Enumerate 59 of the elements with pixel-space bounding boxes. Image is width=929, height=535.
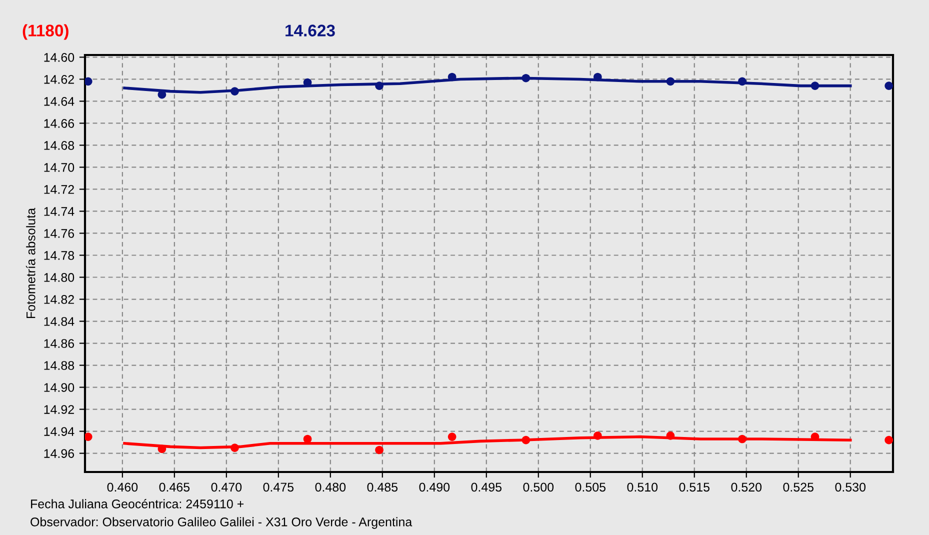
- y-tick-label: 14.68: [44, 141, 74, 150]
- y-tick-label: 14.78: [44, 251, 74, 260]
- y-tick-label: 14.62: [44, 75, 74, 84]
- y-tick-label: 14.90: [44, 383, 74, 392]
- x-tick-label: 0.475: [263, 482, 294, 492]
- x-tick-label: 0.485: [367, 482, 398, 492]
- point: [594, 432, 602, 440]
- y-tick-label: 14.84: [44, 317, 74, 326]
- y-tick-label: 14.88: [44, 361, 74, 370]
- point: [738, 434, 746, 444]
- y-tick-label: 14.82: [44, 295, 74, 304]
- point: [448, 432, 456, 441]
- chart-subtitle: 14.623: [286, 24, 335, 36]
- y-tick-label: 14.86: [44, 339, 74, 348]
- x-axis-title: Fecha Juliana Geocéntrica: 2459110 +: [31, 499, 244, 508]
- y-tick-label: 14.94: [44, 427, 74, 436]
- point: [666, 77, 675, 86]
- point: [375, 82, 384, 90]
- x-tick-label: 0.460: [107, 482, 138, 492]
- point: [522, 436, 530, 444]
- x-tick-label: 0.505: [575, 482, 606, 492]
- point: [375, 446, 384, 454]
- x-tick-label: 0.525: [783, 482, 814, 492]
- y-tick-label: 14.92: [44, 405, 74, 414]
- y-tick-label: 14.80: [44, 273, 74, 282]
- point: [522, 74, 530, 82]
- y-tick-label: 14.72: [44, 185, 74, 194]
- point: [230, 87, 239, 96]
- x-tick-label: 0.490: [419, 482, 450, 492]
- chart-title: (1180): [22, 24, 68, 40]
- point: [158, 444, 166, 454]
- x-tick-label: 0.480: [315, 482, 346, 492]
- y-tick-label: 14.66: [44, 119, 74, 128]
- x-tick-label: 0.515: [679, 482, 710, 492]
- text: Observador: Observatorio Galileo Galilei - X31 Oro Verde - Argentina: [30, 517, 412, 529]
- point: [884, 82, 893, 90]
- y-tick-label: 14.76: [44, 229, 74, 238]
- x-tick-label: 0.470: [211, 482, 242, 492]
- y-tick-label: 14.64: [44, 97, 74, 106]
- point: [448, 72, 456, 82]
- point: [666, 432, 675, 440]
- y-axis-title: Fotometría absoluta: [26, 208, 36, 318]
- y-tick-label: 14.74: [44, 207, 74, 216]
- point: [230, 444, 239, 452]
- x-tick-label: 0.465: [159, 482, 190, 492]
- x-tick-label: 0.520: [731, 482, 762, 492]
- y-tick-label: 14.70: [44, 163, 74, 172]
- y-tick-label: 14.96: [44, 449, 74, 458]
- point: [738, 77, 746, 86]
- x-tick-label: 0.530: [835, 482, 866, 492]
- x-tick-label: 0.510: [627, 482, 658, 492]
- point: [810, 82, 820, 90]
- y-tick-label: 14.60: [44, 53, 74, 62]
- point: [85, 432, 92, 441]
- point: [594, 72, 602, 82]
- point: [884, 436, 893, 444]
- point: [85, 77, 92, 86]
- x-tick-label: 0.495: [471, 482, 502, 492]
- x-tick-label: 0.500: [523, 482, 554, 492]
